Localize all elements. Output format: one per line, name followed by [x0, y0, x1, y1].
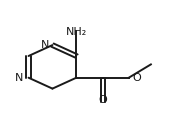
- Text: N: N: [15, 73, 23, 83]
- Text: NH₂: NH₂: [66, 27, 87, 37]
- Text: N: N: [41, 40, 50, 50]
- Text: O: O: [133, 73, 142, 83]
- Text: O: O: [99, 95, 107, 105]
